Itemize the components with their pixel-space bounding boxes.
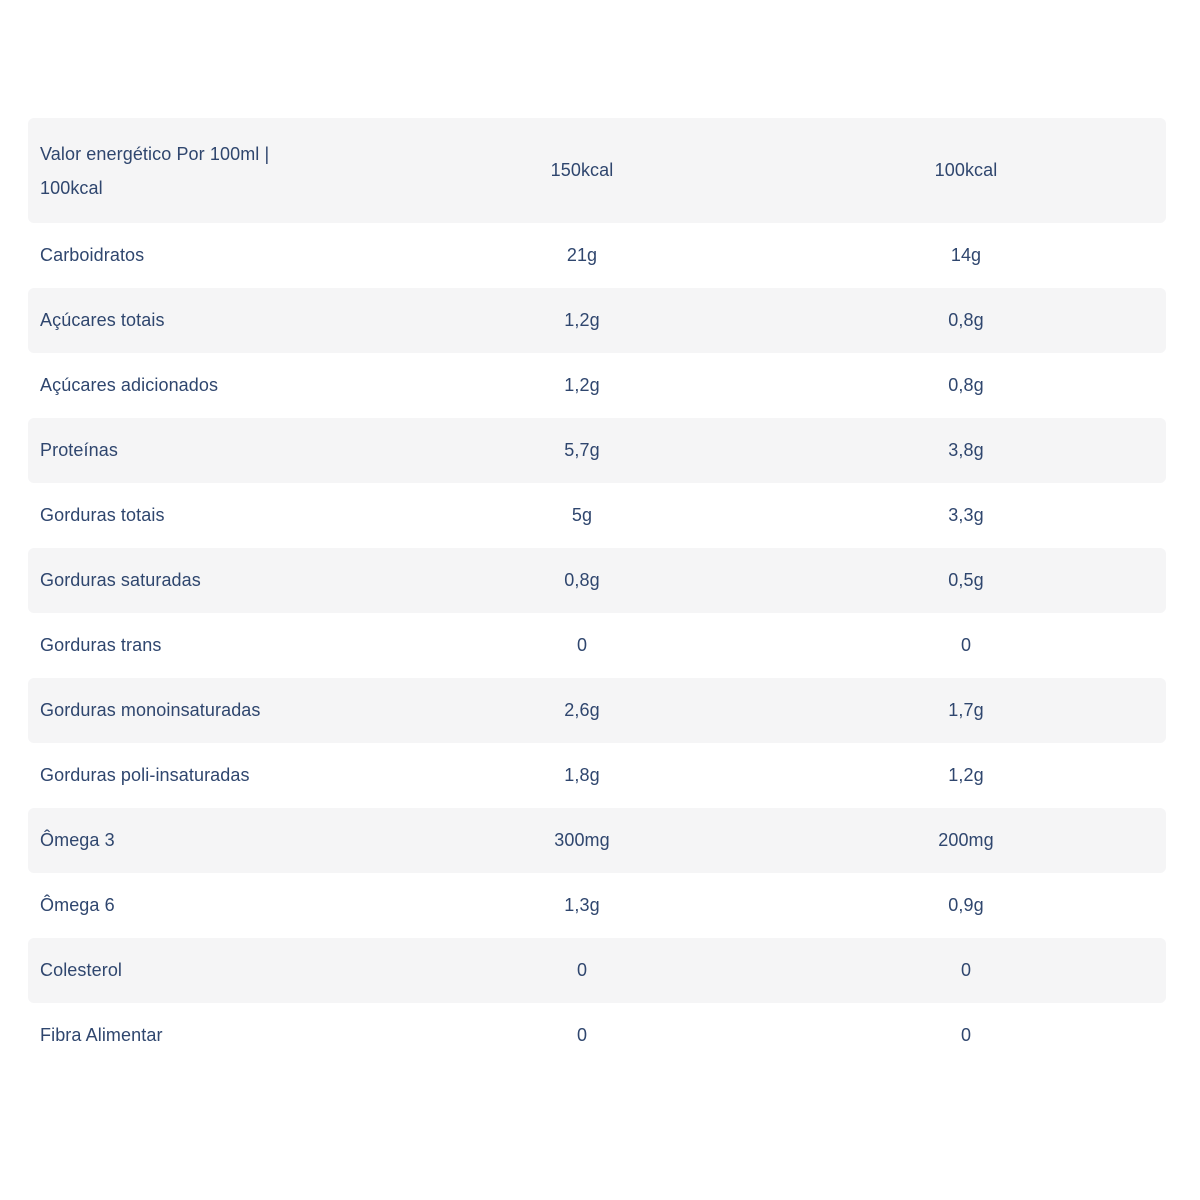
nutrient-value-100kcal: 3,8g <box>948 440 984 460</box>
table-row-gorduras-saturadas: Gorduras saturadas 0,8g 0,5g <box>28 548 1166 613</box>
table-header-row: Valor energético Por 100ml | 100kcal 150… <box>28 118 1166 223</box>
nutrient-value-100kcal: 0 <box>960 1025 972 1045</box>
nutrient-value-100kcal: 0,8g <box>948 375 984 395</box>
nutrient-value-150kcal: 5g <box>571 505 593 525</box>
table-row-acucares-totais: Açúcares totais 1,2g 0,8g <box>28 288 1166 353</box>
nutrient-label: Gorduras trans <box>40 635 162 655</box>
table-row-carboidratos: Carboidratos 21g 14g <box>28 223 1166 288</box>
nutrient-value-100kcal: 14g <box>950 245 982 265</box>
nutrient-value-150kcal: 1,2g <box>564 375 600 395</box>
nutrient-value-150kcal: 0 <box>576 1025 588 1045</box>
nutrient-value-150kcal: 0,8g <box>564 570 600 590</box>
table-row-gorduras-totais: Gorduras totais 5g 3,3g <box>28 483 1166 548</box>
header-energy-label: Valor energético Por 100ml | 100kcal <box>28 137 398 205</box>
nutrient-value-100kcal: 1,7g <box>948 700 984 720</box>
table-row-proteinas: Proteínas 5,7g 3,8g <box>28 418 1166 483</box>
nutrient-value-150kcal: 21g <box>566 245 598 265</box>
table-row-omega-3: Ômega 3 300mg 200mg <box>28 808 1166 873</box>
nutrient-label: Fibra Alimentar <box>40 1025 163 1045</box>
table-row-colesterol: Colesterol 0 0 <box>28 938 1166 1003</box>
nutrient-value-100kcal: 200mg <box>938 830 994 850</box>
nutrient-label: Gorduras poli-insaturadas <box>40 765 250 785</box>
nutrient-value-150kcal: 5,7g <box>564 440 600 460</box>
nutrient-value-100kcal: 0,9g <box>948 895 984 915</box>
nutrition-facts-table: Valor energético Por 100ml | 100kcal 150… <box>28 118 1166 1068</box>
nutrient-value-100kcal: 0,8g <box>948 310 984 330</box>
nutrient-value-100kcal: 0 <box>960 635 972 655</box>
nutrient-value-150kcal: 1,3g <box>564 895 600 915</box>
table-row-gorduras-trans: Gorduras trans 0 0 <box>28 613 1166 678</box>
nutrient-label: Carboidratos <box>40 245 145 265</box>
nutrient-value-150kcal: 2,6g <box>564 700 600 720</box>
table-row-omega-6: Ômega 6 1,3g 0,9g <box>28 873 1166 938</box>
nutrient-label: Proteínas <box>40 440 118 460</box>
table-row-acucares-adicionados: Açúcares adicionados 1,2g 0,8g <box>28 353 1166 418</box>
table-row-fibra-alimentar: Fibra Alimentar 0 0 <box>28 1003 1166 1068</box>
nutrient-value-150kcal: 0 <box>576 635 588 655</box>
nutrient-label: Ômega 3 <box>40 830 115 850</box>
nutrient-label: Gorduras totais <box>40 505 165 525</box>
table-row-gorduras-monoinsaturadas: Gorduras monoinsaturadas 2,6g 1,7g <box>28 678 1166 743</box>
nutrient-value-150kcal: 1,8g <box>564 765 600 785</box>
nutrient-value-100kcal: 3,3g <box>948 505 984 525</box>
nutrient-label: Colesterol <box>40 960 123 980</box>
nutrient-label: Ômega 6 <box>40 895 115 915</box>
nutrient-value-150kcal: 1,2g <box>564 310 600 330</box>
nutrient-value-100kcal: 0,5g <box>948 570 984 590</box>
table-body: Carboidratos 21g 14g Açúcares totais 1,2… <box>28 223 1166 1068</box>
header-energy-label-text: Valor energético Por 100ml | 100kcal <box>40 143 270 198</box>
header-col-100kcal: 100kcal <box>934 160 998 180</box>
table-row-gorduras-poli-insaturadas: Gorduras poli-insaturadas 1,8g 1,2g <box>28 743 1166 808</box>
header-col-150kcal: 150kcal <box>550 160 614 180</box>
nutrient-value-100kcal: 1,2g <box>948 765 984 785</box>
nutrient-label: Gorduras monoinsaturadas <box>40 700 261 720</box>
nutrient-label: Açúcares adicionados <box>40 375 219 395</box>
nutrient-label: Gorduras saturadas <box>40 570 201 590</box>
nutrient-label: Açúcares totais <box>40 310 165 330</box>
nutrient-value-100kcal: 0 <box>960 960 972 980</box>
nutrient-value-150kcal: 0 <box>576 960 588 980</box>
nutrient-value-150kcal: 300mg <box>554 830 610 850</box>
